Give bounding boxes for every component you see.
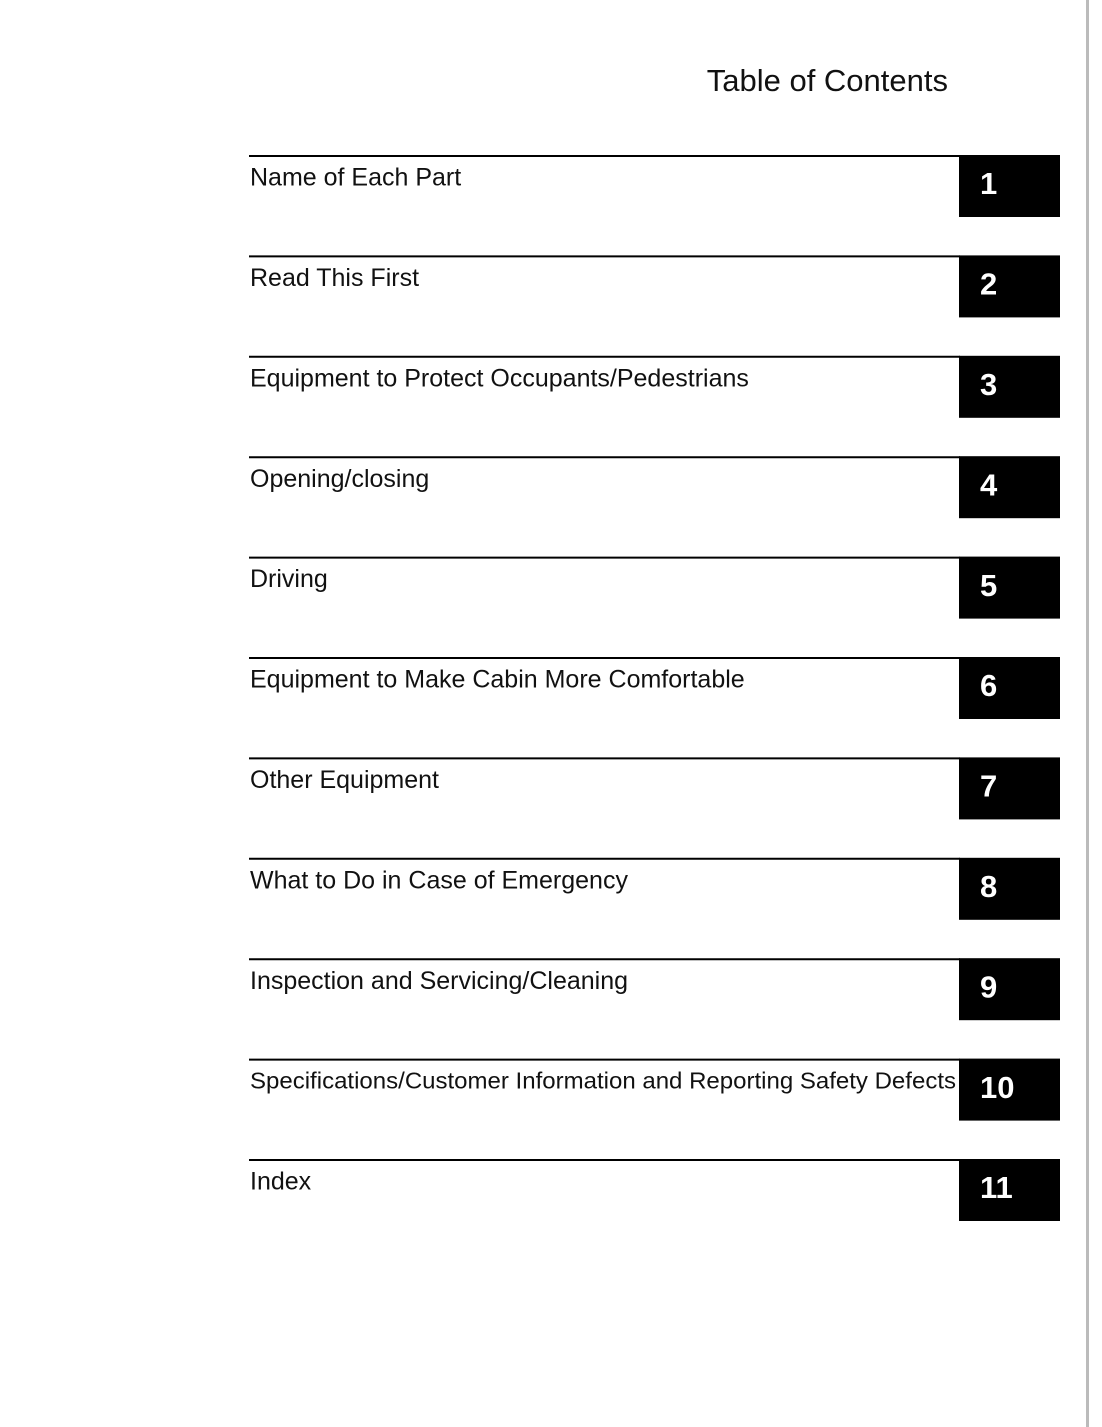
chapter-tab bbox=[959, 255, 1060, 318]
chapter-number: 11 bbox=[980, 1170, 1013, 1205]
chapter-number: 1 bbox=[980, 166, 997, 201]
entry-label: Read This First bbox=[250, 264, 419, 292]
chapter-tab bbox=[959, 857, 1060, 920]
entry-label: What to Do in Case of Emergency bbox=[250, 866, 628, 894]
chapter-number: 10 bbox=[980, 1070, 1014, 1105]
chapter-tab bbox=[959, 1159, 1060, 1221]
entry-label: Equipment to Protect Occupants/Pedestria… bbox=[250, 364, 749, 392]
page-edge bbox=[1086, 0, 1089, 1427]
chapter-number: 9 bbox=[980, 969, 997, 1004]
chapter-tab bbox=[959, 757, 1060, 820]
chapter-number: 4 bbox=[980, 467, 998, 502]
chapter-tab bbox=[959, 456, 1060, 519]
chapter-tab bbox=[959, 958, 1060, 1021]
entry-label: Inspection and Servicing/Cleaning bbox=[250, 967, 628, 995]
chapter-number: 3 bbox=[980, 367, 997, 402]
chapter-tab bbox=[959, 1058, 1060, 1121]
chapter-tab bbox=[959, 657, 1060, 719]
chapter-number: 2 bbox=[980, 267, 997, 302]
entry-label: Driving bbox=[250, 565, 328, 593]
entry-label: Opening/closing bbox=[250, 465, 429, 493]
chapter-number: 7 bbox=[980, 769, 997, 804]
chapter-number: 6 bbox=[980, 668, 997, 703]
entry-label: Index bbox=[250, 1168, 312, 1196]
entry-label: Other Equipment bbox=[250, 766, 439, 794]
chapter-number: 5 bbox=[980, 568, 997, 603]
entry-label: Equipment to Make Cabin More Comfortable bbox=[250, 666, 745, 694]
entry-label: Specifications/Customer Information and … bbox=[250, 1068, 956, 1094]
chapter-tab bbox=[959, 155, 1060, 217]
chapter-number: 8 bbox=[980, 869, 997, 904]
chapter-tab bbox=[959, 556, 1060, 619]
chapter-tab bbox=[959, 355, 1060, 418]
entry-label: Name of Each Part bbox=[250, 164, 461, 192]
toc-title: Table of Contents bbox=[707, 63, 948, 98]
